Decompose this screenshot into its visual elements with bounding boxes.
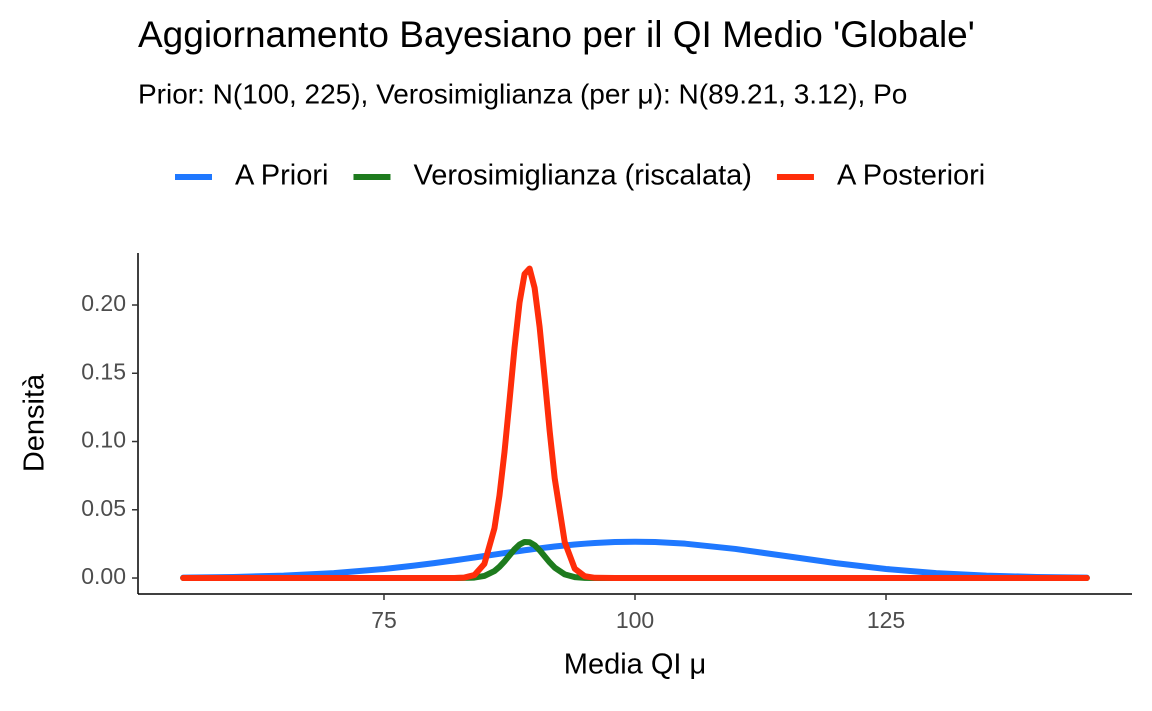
y-tick-label: 0.10 [81, 427, 126, 453]
y-tick-label: 0.05 [81, 495, 126, 521]
x-tick-label: 75 [371, 607, 397, 633]
y-tick-label: 0.15 [81, 358, 126, 384]
line-series [180, 538, 1090, 581]
x-tick-label: 125 [867, 607, 905, 633]
y-tick-label: 0.00 [81, 563, 126, 589]
x-tick-label: 100 [616, 607, 654, 633]
chart-title: Aggiornamento Bayesiano per il QI Medio … [138, 14, 975, 55]
chart-subtitle: Prior: N(100, 225), Verosimiglianza (per… [138, 78, 907, 109]
y-axis-label: Densità [19, 373, 51, 472]
line-series [180, 265, 1090, 582]
legend-label: A Posteriori [837, 160, 985, 192]
y-tick-label: 0.20 [81, 290, 126, 316]
x-axis-label: Media QI μ [564, 649, 706, 681]
legend-label: A Priori [235, 160, 328, 192]
legend-label: Verosimiglianza (riscalata) [413, 160, 751, 192]
